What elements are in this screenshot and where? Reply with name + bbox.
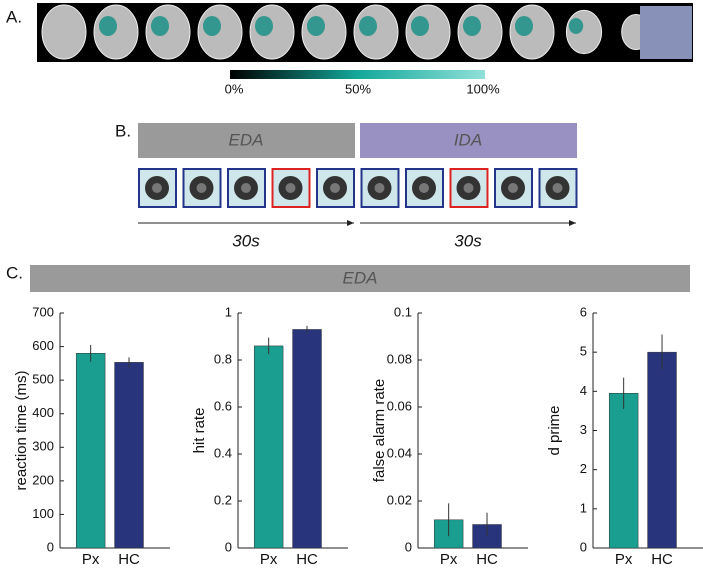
activation: [99, 16, 117, 36]
slice: [93, 4, 139, 60]
activation: [203, 16, 221, 36]
speaker-cone: [241, 183, 251, 193]
colorbar-label: 100%: [466, 81, 500, 96]
colorbar: [230, 70, 485, 79]
duration: 30s: [232, 231, 260, 250]
y-tick-label: 0.04: [387, 445, 412, 460]
y-axis-label: reaction time (ms): [13, 370, 30, 490]
bar: [647, 351, 677, 549]
y-tick-label: 0.6: [214, 398, 232, 413]
y-axis-label: hit rate: [191, 408, 208, 454]
bar: [253, 345, 284, 549]
slice: [509, 4, 555, 60]
slice: [197, 4, 243, 60]
y-tick-label: 0.1: [394, 304, 412, 319]
x-tick-label: Px: [615, 551, 633, 568]
activation: [151, 16, 169, 36]
y-tick-label: 2: [580, 461, 587, 476]
slice: [301, 4, 347, 60]
bar: [75, 353, 106, 549]
y-tick-label: 400: [32, 405, 54, 420]
y-tick-label: 0: [47, 539, 54, 554]
y-tick-label: 0.02: [387, 492, 412, 507]
y-tick-label: 0: [405, 539, 412, 554]
activation: [307, 16, 325, 36]
x-tick-label: HC: [118, 551, 140, 568]
header-label: EDA: [343, 268, 378, 287]
slice: [405, 4, 451, 60]
x-tick-label: Px: [260, 551, 278, 568]
block-eda: [138, 123, 355, 158]
y-tick-label: 0.08: [387, 351, 412, 366]
speaker-cone: [463, 183, 474, 193]
y-tick-label: 600: [32, 338, 54, 353]
activation: [255, 16, 273, 36]
panel-label: B.: [115, 121, 131, 140]
slice: [249, 4, 295, 60]
y-tick-label: 6: [580, 304, 587, 319]
block-ida: [360, 123, 577, 158]
y-tick-label: 1: [225, 304, 232, 319]
speaker-cone: [374, 183, 385, 193]
y-tick-label: 0.8: [214, 351, 232, 366]
panel-label: A.: [6, 7, 22, 26]
activation: [568, 18, 584, 34]
speaker-cone: [330, 183, 340, 193]
y-tick-label: 0.2: [214, 492, 232, 507]
x-tick-label: Px: [82, 551, 100, 568]
sagittal: [640, 6, 692, 59]
bar: [292, 329, 322, 549]
x-tick-label: HC: [476, 551, 498, 568]
y-tick-label: 200: [32, 472, 54, 487]
stimuli: [138, 168, 578, 208]
y-tick-label: 700: [32, 304, 54, 319]
y-tick-label: 1: [580, 500, 587, 515]
activation: [411, 16, 429, 36]
y-tick-label: 4: [580, 383, 587, 398]
y-tick-label: 0: [225, 539, 232, 554]
block-label: IDA: [454, 130, 482, 149]
activation: [515, 16, 533, 36]
slice: [41, 4, 87, 60]
duration: 30s: [454, 231, 482, 250]
y-tick-label: 500: [32, 372, 54, 387]
y-tick-label: 0.4: [214, 445, 232, 460]
speaker-cone: [152, 183, 162, 193]
block-label: EDA: [229, 130, 264, 149]
slice: [145, 4, 191, 60]
y-axis-label: false alarm rate: [371, 379, 388, 482]
y-axis-label: d prime: [546, 405, 563, 455]
bar: [114, 362, 144, 549]
activation: [463, 16, 481, 36]
speaker-cone: [552, 183, 563, 193]
bar: [608, 393, 639, 549]
speaker-cone: [419, 183, 429, 193]
panel-label: C.: [6, 263, 23, 282]
speaker-cone: [508, 183, 518, 193]
colorbar-label: 0%: [225, 81, 244, 96]
brain-slices: [41, 4, 692, 60]
y-tick-label: 0.06: [387, 398, 412, 413]
header-eda: [30, 265, 690, 292]
y-tick-label: 5: [580, 344, 587, 359]
x-tick-label: HC: [296, 551, 318, 568]
speaker-cone: [196, 183, 207, 193]
x-tick-label: Px: [440, 551, 458, 568]
activation: [359, 16, 377, 36]
slice: [353, 4, 399, 60]
x-tick-label: HC: [651, 551, 673, 568]
y-tick-label: 3: [580, 422, 587, 437]
y-tick-label: 0: [580, 539, 587, 554]
y-tick-label: 300: [32, 439, 54, 454]
slice: [457, 4, 503, 60]
y-tick-label: 100: [32, 506, 54, 521]
colorbar-label: 50%: [345, 81, 371, 96]
speaker-cone: [285, 183, 296, 193]
